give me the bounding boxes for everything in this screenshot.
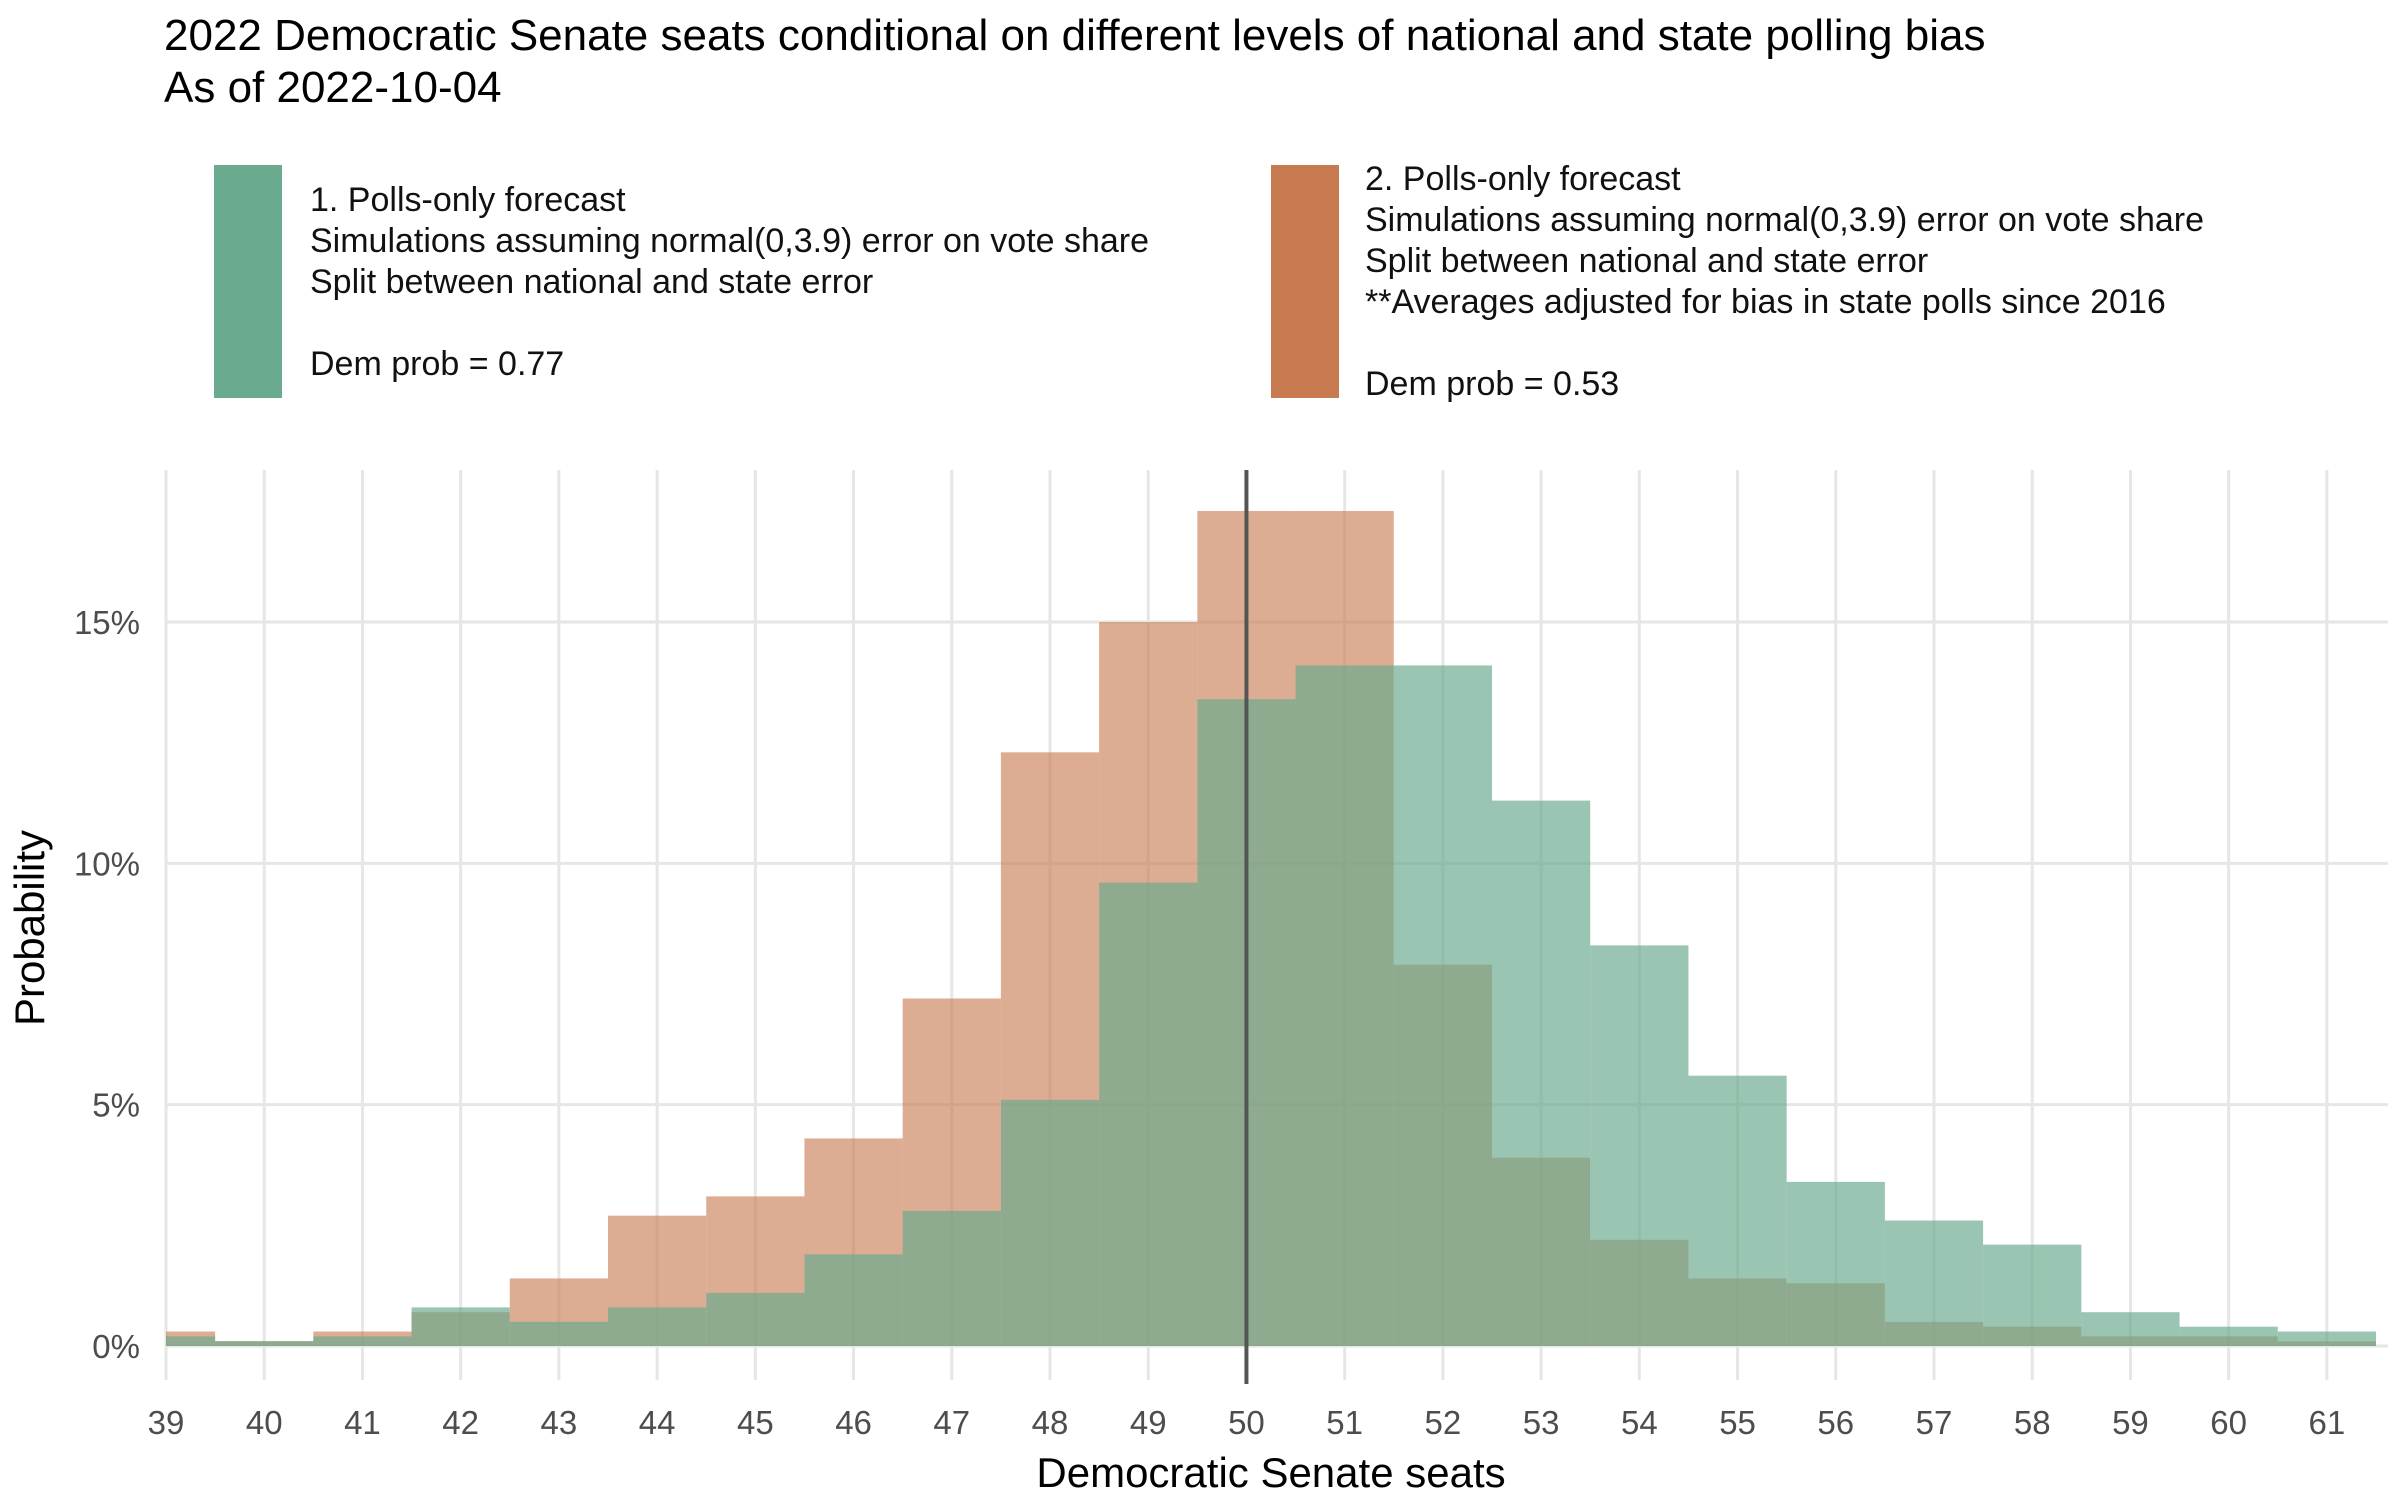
y-axis-title: Probability — [6, 830, 53, 1026]
y-tick-labels: 0% 5% 10% 15% — [74, 604, 140, 1365]
legend-1-line-3: Split between national and state error — [310, 263, 874, 301]
bar-series-1-seat-56 — [1786, 1181, 1885, 1346]
bar-series-1-seat-58 — [1983, 1244, 2082, 1346]
x-tick-label: 54 — [1621, 1404, 1658, 1441]
x-tick-label: 61 — [2309, 1404, 2346, 1441]
bar-series-1-seat-39 — [166, 1336, 216, 1346]
bar-series-1-seat-49 — [1099, 882, 1198, 1346]
x-tick-label: 40 — [246, 1404, 283, 1441]
y-tick-label: 10% — [74, 845, 140, 882]
bar-series-1-seat-46 — [804, 1254, 903, 1346]
legend-entry-1: 1. Polls-only forecast Simulations assum… — [310, 180, 1149, 385]
bars — [166, 510, 2376, 1346]
bar-series-1-seat-52 — [1393, 665, 1492, 1346]
x-tick-label: 42 — [442, 1404, 479, 1441]
legend-2-line-1: 2. Polls-only forecast — [1365, 160, 1681, 198]
bar-series-1-seat-45 — [706, 1292, 805, 1346]
bar-series-1-seat-59 — [2081, 1312, 2180, 1346]
x-tick-label: 44 — [639, 1404, 676, 1441]
x-tick-label: 45 — [737, 1404, 774, 1441]
x-tick-label: 41 — [344, 1404, 381, 1441]
x-tick-label: 59 — [2112, 1404, 2149, 1441]
bar-series-1-seat-61 — [2277, 1331, 2376, 1346]
y-tick-label: 5% — [92, 1087, 140, 1124]
legend-2-line-4: **Averages adjusted for bias in state po… — [1365, 283, 2166, 321]
x-tick-label: 55 — [1719, 1404, 1756, 1441]
x-tick-label: 48 — [1032, 1404, 1069, 1441]
x-tick-label: 56 — [1817, 1404, 1854, 1441]
legend-1-line-5: Dem prob = 0.77 — [310, 345, 565, 383]
bar-series-1-seat-44 — [608, 1307, 707, 1346]
x-tick-label: 58 — [2014, 1404, 2051, 1441]
x-tick-label: 47 — [933, 1404, 970, 1441]
legend-swatch-green — [214, 165, 282, 398]
bar-series-1-seat-41 — [313, 1336, 412, 1346]
legend-1-line-2: Simulations assuming normal(0,3.9) error… — [310, 222, 1150, 260]
bar-series-1-seat-42 — [411, 1307, 510, 1346]
bar-series-1-seat-55 — [1688, 1075, 1787, 1346]
x-tick-label: 52 — [1425, 1404, 1462, 1441]
legend-2-line-2: Simulations assuming normal(0,3.9) error… — [1365, 201, 2205, 239]
x-tick-label: 43 — [541, 1404, 578, 1441]
x-axis-title: Democratic Senate seats — [1036, 1449, 1505, 1496]
bar-series-1-seat-43 — [509, 1321, 608, 1346]
bar-series-1-seat-57 — [1884, 1220, 1984, 1346]
legend-1-line-1: 1. Polls-only forecast — [310, 181, 626, 219]
legend-2-line-3: Split between national and state error — [1365, 242, 1929, 280]
chart-subtitle: As of 2022-10-04 — [164, 63, 502, 112]
x-tick-label: 46 — [835, 1404, 872, 1441]
legend-2-line-6: Dem prob = 0.53 — [1365, 365, 1620, 403]
y-tick-label: 15% — [74, 604, 140, 641]
legend-entry-2: 2. Polls-only forecast Simulations assum… — [1365, 159, 2204, 405]
x-tick-label: 50 — [1228, 1404, 1265, 1441]
bar-series-1-seat-60 — [2179, 1326, 2278, 1346]
bar-series-1-seat-53 — [1492, 800, 1591, 1346]
y-tick-label: 0% — [92, 1328, 140, 1365]
bar-series-1-seat-48 — [1000, 1099, 1100, 1346]
bar-series-1-seat-47 — [902, 1210, 1001, 1346]
x-tick-label: 53 — [1523, 1404, 1560, 1441]
x-tick-label: 49 — [1130, 1404, 1167, 1441]
chart-title: 2022 Democratic Senate seats conditional… — [164, 11, 1986, 60]
x-tick-label: 60 — [2210, 1404, 2247, 1441]
bar-series-1-seat-54 — [1590, 945, 1689, 1346]
x-tick-label: 51 — [1326, 1404, 1363, 1441]
x-tick-label: 39 — [148, 1404, 185, 1441]
x-tick-label: 57 — [1916, 1404, 1953, 1441]
legend-swatch-orange — [1271, 165, 1339, 398]
bar-series-1-seat-40 — [215, 1341, 314, 1346]
bar-series-1-seat-51 — [1295, 665, 1394, 1346]
x-tick-labels: 39 40 41 42 43 44 45 46 47 48 49 50 51 52 53 54 55 56 57 58… — [148, 1404, 2346, 1441]
